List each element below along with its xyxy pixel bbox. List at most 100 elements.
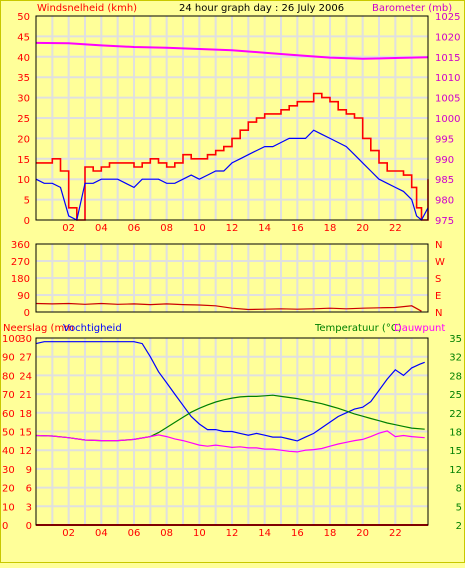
wind-y-tick: 20 bbox=[17, 134, 30, 145]
humidity-y-tick: 40 bbox=[2, 446, 15, 457]
humidity-y-tick: 70 bbox=[2, 390, 15, 401]
temperature-y-tick: 15 bbox=[449, 446, 462, 457]
direction-y-tick: 0 bbox=[24, 308, 30, 319]
direction-y-tick: 360 bbox=[11, 240, 30, 251]
humidity-line bbox=[35, 341, 425, 442]
wind-x-tick: 14 bbox=[258, 223, 271, 234]
wind-axis-title: Windsnelheid (kmh) bbox=[37, 3, 137, 14]
rain-y-tick: 27 bbox=[19, 353, 32, 364]
barometer-y-tick: 1005 bbox=[435, 94, 460, 105]
barometer-y-tick: 985 bbox=[435, 175, 454, 186]
barometer-y-tick: 1020 bbox=[435, 32, 460, 43]
temperature-y-tick: 35 bbox=[449, 334, 462, 345]
temperature-y-tick: 25 bbox=[449, 390, 462, 401]
rain-y-tick: 0 bbox=[26, 521, 32, 532]
wind-speed-line bbox=[36, 92, 429, 221]
wind-y-tick: 30 bbox=[17, 94, 30, 105]
climate-x-tick: 12 bbox=[226, 528, 239, 539]
barometer-y-tick: 1015 bbox=[435, 53, 460, 64]
wind-y-tick: 50 bbox=[17, 12, 30, 23]
barometer-y-tick: 995 bbox=[435, 134, 454, 145]
wind-y-tick: 25 bbox=[17, 114, 30, 125]
barometer-y-tick: 975 bbox=[435, 216, 454, 227]
rain-y-tick: 3 bbox=[26, 502, 32, 513]
wind-frame bbox=[35, 15, 429, 221]
wind-x-tick: 12 bbox=[226, 223, 239, 234]
direction-frame bbox=[35, 243, 429, 313]
wind-x-tick: 06 bbox=[128, 223, 141, 234]
rain-y-tick: 18 bbox=[19, 409, 32, 420]
rain-y-tick: 12 bbox=[19, 446, 32, 457]
climate-x-tick: 04 bbox=[95, 528, 108, 539]
rain-y-tick: 15 bbox=[19, 428, 32, 439]
barometer-y-tick: 1010 bbox=[435, 73, 460, 84]
humidity-y-tick: 90 bbox=[2, 353, 15, 364]
wind-x-tick: 04 bbox=[95, 223, 108, 234]
temperature-y-tick: 12 bbox=[449, 465, 462, 476]
rain-y-tick: 6 bbox=[26, 484, 32, 495]
dewpoint-line bbox=[35, 430, 425, 453]
wind-y-tick: 45 bbox=[17, 32, 30, 43]
barometer-y-tick: 990 bbox=[435, 155, 454, 166]
dewpoint-axis-title: Dauwpunt bbox=[394, 323, 445, 334]
temperature-y-tick: 28 bbox=[449, 371, 462, 382]
humidity-y-tick: 30 bbox=[2, 465, 15, 476]
climate-x-tick: 10 bbox=[193, 528, 206, 539]
climate-x-tick: 02 bbox=[62, 528, 75, 539]
wind-x-tick: 18 bbox=[324, 223, 337, 234]
barometer-axis-title: Barometer (mb) bbox=[372, 3, 452, 14]
climate-x-tick: 06 bbox=[128, 528, 141, 539]
wind-x-tick: 16 bbox=[291, 223, 304, 234]
compass-y-tick: S bbox=[435, 274, 441, 285]
humidity-y-tick: 20 bbox=[2, 484, 15, 495]
barometer-y-tick: 980 bbox=[435, 196, 454, 207]
compass-y-tick: N bbox=[435, 308, 442, 319]
direction-y-tick: 180 bbox=[11, 274, 30, 285]
humidity-y-tick: 60 bbox=[2, 409, 15, 420]
chart-title: 24 hour graph day : 26 July 2006 bbox=[179, 3, 344, 14]
compass-y-tick: E bbox=[435, 291, 441, 302]
wind-x-tick: 08 bbox=[160, 223, 173, 234]
rain-y-tick: 9 bbox=[26, 465, 32, 476]
climate-x-tick: 08 bbox=[160, 528, 173, 539]
wind-direction-line bbox=[35, 302, 422, 312]
climate-x-tick: 22 bbox=[389, 528, 402, 539]
temperature-axis-title: Temperatuur (°C) bbox=[314, 323, 402, 334]
temperature-y-tick: 5 bbox=[456, 502, 462, 513]
climate-x-tick: 20 bbox=[356, 528, 369, 539]
barometer-y-tick: 1000 bbox=[435, 114, 460, 125]
climate-x-tick: 18 bbox=[324, 528, 337, 539]
wind-average-line bbox=[35, 129, 429, 221]
humidity-y-tick: 50 bbox=[2, 428, 15, 439]
temperature-y-tick: 32 bbox=[449, 353, 462, 364]
direction-y-tick: 90 bbox=[17, 291, 30, 302]
wind-y-tick: 35 bbox=[17, 73, 30, 84]
humidity-y-tick: 100 bbox=[2, 334, 21, 345]
wind-y-tick: 5 bbox=[24, 196, 30, 207]
direction-y-tick: 270 bbox=[11, 257, 30, 268]
humidity-y-tick: 0 bbox=[2, 521, 8, 532]
temperature-y-tick: 2 bbox=[456, 521, 462, 532]
wind-x-tick: 02 bbox=[62, 223, 75, 234]
temperature-y-tick: 8 bbox=[456, 484, 462, 495]
wind-y-tick: 0 bbox=[24, 216, 30, 227]
wind-x-tick: 10 bbox=[193, 223, 206, 234]
wind-x-tick: 20 bbox=[356, 223, 369, 234]
barometer-line bbox=[35, 41, 429, 60]
humidity-axis-title: Vochtigheid bbox=[63, 323, 122, 334]
wind-y-tick: 40 bbox=[17, 53, 30, 64]
climate-x-tick: 16 bbox=[291, 528, 304, 539]
rain-axis-title: Neerslag (mm bbox=[3, 323, 74, 334]
temperature-y-tick: 22 bbox=[449, 409, 462, 420]
rain-y-tick: 24 bbox=[19, 371, 32, 382]
rain-y-tick: 30 bbox=[19, 334, 32, 345]
humidity-y-tick: 10 bbox=[2, 502, 15, 513]
compass-y-tick: W bbox=[435, 257, 445, 268]
rain-y-tick: 21 bbox=[19, 390, 32, 401]
climate-frame bbox=[35, 337, 429, 526]
temperature-y-tick: 18 bbox=[449, 428, 462, 439]
wind-x-tick: 22 bbox=[389, 223, 402, 234]
humidity-y-tick: 80 bbox=[2, 371, 15, 382]
